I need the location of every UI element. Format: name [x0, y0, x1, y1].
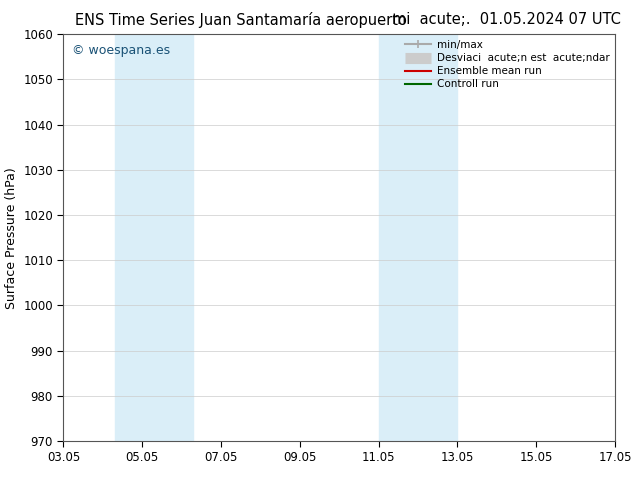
Bar [115, 34, 193, 441]
Legend: min/max, Desviaci  acute;n est  acute;ndar, Ensemble mean run, Controll run: min/max, Desviaci acute;n est acute;ndar… [401, 36, 614, 94]
Text: mi  acute;.  01.05.2024 07 UTC: mi acute;. 01.05.2024 07 UTC [392, 12, 621, 27]
Text: © woespana.es: © woespana.es [72, 45, 170, 57]
Bar [378, 34, 457, 441]
Y-axis label: Surface Pressure (hPa): Surface Pressure (hPa) [4, 167, 18, 309]
Text: ENS Time Series Juan Santamaría aeropuerto: ENS Time Series Juan Santamaría aeropuer… [75, 12, 407, 28]
